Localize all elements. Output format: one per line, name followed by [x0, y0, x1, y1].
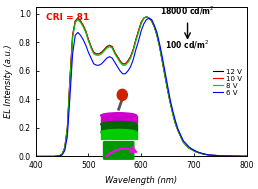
6 V [148, 17, 151, 19]
10 V [227, 155, 230, 157]
10 V [145, 16, 148, 18]
Legend: 12 V, 10 V, 8 V, 6 V: 12 V, 10 V, 8 V, 6 V [211, 67, 243, 97]
Ellipse shape [101, 113, 137, 118]
10 V [245, 155, 248, 157]
12 V [153, 26, 156, 28]
10 V [168, 101, 172, 103]
8 V [168, 101, 172, 103]
12 V [208, 154, 211, 156]
Y-axis label: EL Intensity (a.u.): EL Intensity (a.u.) [4, 45, 13, 119]
Circle shape [117, 89, 127, 100]
6 V [245, 155, 248, 157]
12 V [245, 155, 248, 157]
12 V [192, 149, 195, 152]
6 V [227, 155, 230, 157]
6 V [192, 149, 195, 151]
12 V [34, 155, 37, 158]
12 V [145, 16, 148, 18]
6 V [168, 98, 172, 101]
10 V [153, 26, 156, 28]
6 V [153, 24, 156, 26]
Line: 8 V: 8 V [36, 17, 247, 156]
6 V [34, 155, 37, 158]
10 V [192, 149, 195, 152]
Ellipse shape [101, 129, 137, 135]
10 V [208, 154, 211, 156]
10 V [34, 155, 37, 158]
8 V [227, 155, 230, 157]
Text: 100 cd/m$^2$: 100 cd/m$^2$ [165, 39, 210, 51]
12 V [168, 101, 172, 103]
10 V [219, 155, 222, 157]
8 V [219, 155, 222, 157]
6 V [219, 155, 222, 157]
FancyBboxPatch shape [101, 124, 137, 131]
12 V [227, 155, 230, 157]
Text: 18000 cd/m$^2$: 18000 cd/m$^2$ [160, 4, 215, 17]
8 V [34, 155, 37, 158]
Line: 12 V: 12 V [36, 17, 247, 156]
FancyBboxPatch shape [101, 132, 137, 139]
12 V [219, 155, 222, 157]
Text: CRI = 81: CRI = 81 [46, 13, 90, 22]
8 V [192, 149, 195, 152]
Ellipse shape [101, 122, 137, 127]
8 V [153, 26, 156, 28]
FancyBboxPatch shape [103, 142, 134, 159]
8 V [245, 155, 248, 157]
6 V [208, 154, 211, 156]
Line: 6 V: 6 V [36, 18, 247, 156]
8 V [145, 16, 148, 18]
X-axis label: Wavelength (nm): Wavelength (nm) [105, 176, 177, 185]
Line: 10 V: 10 V [36, 17, 247, 156]
FancyBboxPatch shape [101, 115, 137, 123]
8 V [208, 154, 211, 156]
